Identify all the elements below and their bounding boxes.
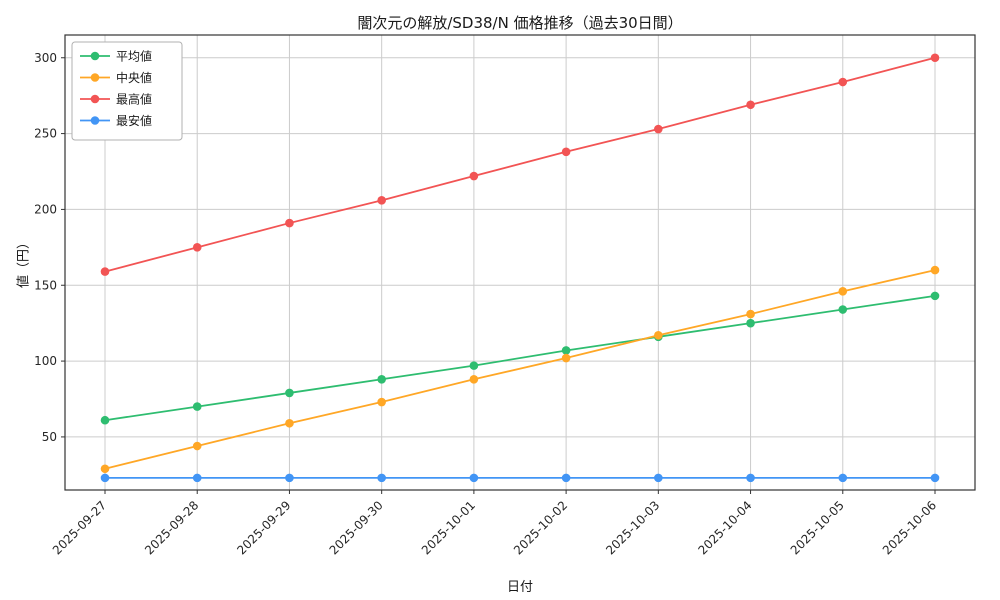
- series-line: [100, 291, 940, 425]
- data-point-marker: [561, 353, 571, 363]
- series-line: [100, 53, 940, 276]
- data-point-marker: [285, 473, 294, 483]
- x-tick-label: 2025-10-06: [880, 498, 939, 557]
- data-point-marker: [838, 473, 848, 483]
- series-line: [100, 265, 940, 474]
- data-point-marker: [930, 265, 940, 275]
- data-point-marker: [469, 171, 479, 181]
- legend-label: 中央値: [116, 70, 152, 85]
- data-point-marker: [654, 124, 663, 134]
- legend-marker: [90, 73, 100, 82]
- data-point-marker: [930, 291, 940, 301]
- data-point-marker: [100, 267, 110, 276]
- data-point-marker: [469, 374, 479, 384]
- y-tick-label: 150: [34, 278, 57, 292]
- data-point-marker: [930, 53, 940, 63]
- data-point-marker: [561, 346, 571, 355]
- x-tick-label: 2025-10-05: [788, 498, 847, 557]
- data-point-marker: [192, 243, 202, 252]
- data-point-marker: [100, 464, 110, 474]
- x-tick-label: 2025-10-01: [419, 498, 478, 557]
- legend-marker: [90, 116, 100, 125]
- data-point-marker: [377, 473, 386, 483]
- data-point-marker: [100, 473, 110, 483]
- data-point-marker: [746, 309, 755, 319]
- data-point-marker: [838, 305, 848, 314]
- data-point-marker: [746, 100, 755, 110]
- y-tick-label: 100: [34, 354, 57, 368]
- data-point-marker: [285, 218, 294, 228]
- x-tick-label: 2025-09-30: [327, 498, 386, 557]
- data-point-marker: [654, 331, 663, 340]
- data-point-marker: [377, 374, 386, 384]
- plot-border: [64, 34, 976, 491]
- data-point-marker: [192, 473, 202, 483]
- chart-title: 闇次元の解放/SD38/N 価格推移（過去30日間）: [357, 14, 683, 32]
- x-axis-label: 日付: [506, 580, 533, 595]
- x-tick-label: 2025-09-29: [234, 498, 293, 557]
- data-point-marker: [561, 473, 571, 483]
- y-tick-label: 200: [34, 202, 57, 216]
- y-tick-label: 250: [34, 127, 57, 141]
- data-point-marker: [469, 361, 479, 370]
- legend-marker: [90, 94, 100, 104]
- x-tick-label: 2025-10-03: [603, 498, 662, 557]
- data-point-marker: [192, 402, 202, 411]
- data-point-marker: [285, 418, 294, 428]
- x-tick-label: 2025-10-02: [511, 498, 570, 557]
- data-point-marker: [100, 415, 110, 425]
- legend-box: [71, 41, 183, 141]
- data-point-marker: [469, 473, 479, 483]
- data-point-marker: [377, 196, 386, 205]
- data-point-marker: [838, 287, 848, 296]
- x-tick-label: 2025-09-28: [142, 498, 201, 557]
- legend-label: 平均値: [116, 49, 152, 64]
- legend-label: 最高値: [116, 92, 152, 107]
- data-point-marker: [838, 77, 848, 87]
- grid-lines: [65, 35, 975, 490]
- x-tick-label: 2025-09-27: [50, 498, 109, 557]
- data-point-marker: [377, 397, 386, 407]
- data-point-marker: [746, 318, 755, 328]
- data-point-marker: [654, 473, 663, 483]
- x-tick-label: 2025-10-04: [695, 498, 754, 557]
- legend-label: 最安値: [116, 113, 152, 128]
- y-tick-label: 50: [42, 430, 57, 444]
- legend-marker: [90, 51, 100, 61]
- y-tick-label: 300: [34, 51, 57, 65]
- data-point-marker: [561, 147, 571, 157]
- data-point-marker: [746, 473, 755, 483]
- series-line: [100, 473, 940, 483]
- data-point-marker: [285, 388, 294, 398]
- data-point-marker: [192, 441, 202, 451]
- data-point-marker: [930, 473, 940, 483]
